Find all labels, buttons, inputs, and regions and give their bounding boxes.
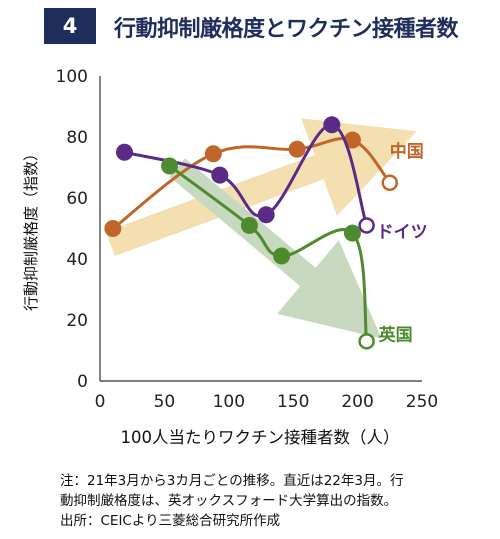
data-point bbox=[358, 217, 375, 234]
data-point bbox=[257, 206, 275, 224]
data-point bbox=[104, 220, 122, 237]
data-point bbox=[115, 143, 133, 161]
footnote: 注：21年3月から3カ月ごとの推移。直近は22年3月。行 動抑制厳格度は、英オッ… bbox=[60, 473, 404, 529]
y-tick-label: 80 bbox=[66, 128, 88, 148]
data-point bbox=[343, 224, 361, 242]
x-tick-label: 200 bbox=[341, 392, 373, 412]
axis-labels: 0 20 40 60 80 100 0 50 100 150 200 250 100人当たりワクチン接種… bbox=[22, 67, 438, 447]
data-point bbox=[358, 333, 375, 350]
data-point bbox=[288, 140, 306, 158]
data-point bbox=[240, 216, 258, 234]
chart-title: 行動抑制厳格度とワクチン接種者数 bbox=[114, 17, 459, 42]
x-tick-label: 250 bbox=[406, 392, 438, 412]
data-point bbox=[323, 116, 341, 134]
y-tick-label: 0 bbox=[77, 372, 88, 392]
series-line bbox=[111, 137, 391, 230]
series-1: ドイツ bbox=[115, 116, 428, 242]
y-tick-label: 100 bbox=[56, 67, 88, 87]
trend-arrow-up bbox=[105, 118, 417, 256]
x-tick-label: 0 bbox=[95, 392, 106, 412]
data-point bbox=[211, 166, 229, 184]
data-point bbox=[161, 157, 179, 175]
series-0: 中国 bbox=[104, 131, 424, 237]
y-tick-label: 60 bbox=[66, 189, 88, 209]
series-label: ドイツ bbox=[377, 222, 428, 242]
series-label: 英国 bbox=[379, 324, 413, 345]
axes bbox=[99, 76, 422, 382]
series-2: 英国 bbox=[161, 157, 413, 350]
data-point bbox=[381, 174, 399, 191]
x-tick-label: 100 bbox=[213, 392, 245, 412]
data-point bbox=[273, 247, 291, 265]
x-axis-title: 100人当たりワクチン接種者数（人） bbox=[121, 428, 400, 447]
trend-arrows bbox=[105, 118, 417, 339]
y-axis-title: 行動抑制厳格度（指数） bbox=[22, 146, 40, 311]
data-point bbox=[204, 145, 222, 163]
series-label: 中国 bbox=[390, 141, 424, 162]
figure-number-badge: 4 bbox=[44, 8, 96, 44]
y-tick-label: 40 bbox=[66, 250, 88, 270]
x-tick-label: 150 bbox=[277, 392, 309, 412]
y-tick-label: 20 bbox=[66, 311, 88, 331]
chart-header: 4 行動抑制厳格度とワクチン接種者数 bbox=[44, 8, 494, 44]
x-tick-label: 50 bbox=[154, 392, 176, 412]
data-point bbox=[343, 131, 361, 149]
